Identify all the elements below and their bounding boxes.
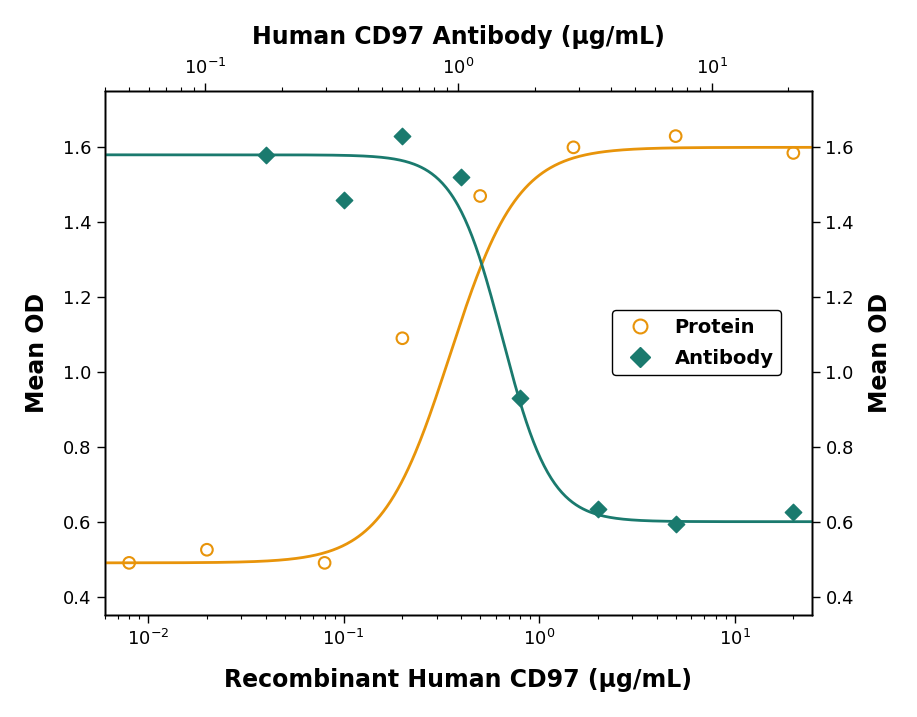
Point: [395, 333, 410, 344]
Point: [668, 518, 683, 529]
X-axis label: Human CD97 Antibody (μg/mL): Human CD97 Antibody (μg/mL): [252, 25, 665, 49]
Y-axis label: Mean OD: Mean OD: [868, 293, 892, 413]
Point: [566, 141, 580, 153]
Point: [337, 194, 351, 206]
Point: [668, 130, 683, 142]
Legend: Protein, Antibody: Protein, Antibody: [613, 310, 781, 376]
Point: [786, 147, 801, 158]
Point: [259, 149, 273, 161]
Point: [513, 392, 527, 404]
Point: [473, 190, 488, 201]
Y-axis label: Mean OD: Mean OD: [25, 293, 49, 413]
Point: [317, 557, 332, 569]
X-axis label: Recombinant Human CD97 (μg/mL): Recombinant Human CD97 (μg/mL): [225, 668, 692, 692]
Point: [200, 544, 215, 556]
Point: [786, 507, 801, 518]
Point: [454, 171, 469, 183]
Point: [122, 557, 137, 569]
Point: [591, 503, 605, 514]
Point: [395, 130, 410, 142]
